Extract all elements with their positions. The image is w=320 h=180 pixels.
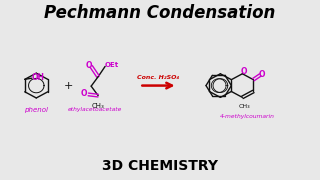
Text: +: +: [64, 81, 73, 91]
Text: O: O: [86, 61, 92, 70]
Text: 4-methylcoumarin: 4-methylcoumarin: [220, 114, 275, 119]
Text: 3D CHEMISTRY: 3D CHEMISTRY: [102, 159, 218, 173]
Text: O: O: [241, 67, 247, 76]
Text: CH₃: CH₃: [238, 104, 250, 109]
Text: phenol: phenol: [24, 107, 48, 113]
Text: CH₃: CH₃: [92, 103, 105, 109]
Text: ethylacetoacetate: ethylacetoacetate: [68, 107, 122, 112]
Text: OEt: OEt: [105, 62, 119, 68]
Text: OH: OH: [32, 73, 45, 82]
Text: O: O: [81, 89, 87, 98]
Text: Pechmann Condensation: Pechmann Condensation: [44, 4, 276, 22]
Text: O: O: [259, 70, 265, 79]
Text: Conc. H₂SO₄: Conc. H₂SO₄: [137, 75, 180, 80]
